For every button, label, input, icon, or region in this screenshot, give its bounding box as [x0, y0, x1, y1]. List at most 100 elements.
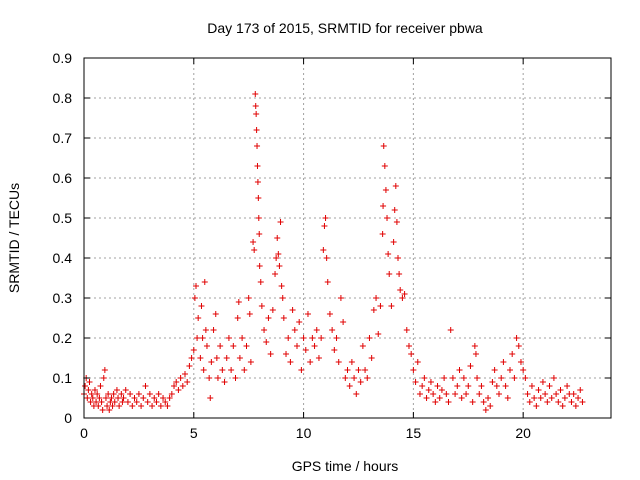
data-point [320, 247, 327, 253]
data-point [160, 395, 167, 401]
data-point [280, 315, 287, 321]
data-point [287, 359, 294, 365]
data-point [456, 367, 463, 373]
data-point [190, 347, 197, 353]
data-point [452, 391, 459, 397]
data-point [311, 343, 318, 349]
data-point [353, 391, 360, 397]
data-point [243, 343, 250, 349]
data-point [272, 271, 279, 277]
data-point [267, 351, 274, 357]
data-point [355, 367, 362, 373]
data-point [146, 391, 153, 397]
data-point [357, 379, 364, 385]
y-tick-labels: 0 0.1 0.2 0.3 0.4 0.5 0.6 0.7 0.8 0.9 [53, 50, 73, 426]
data-point [269, 307, 276, 313]
data-point [274, 235, 281, 241]
data-point [217, 343, 224, 349]
data-point [179, 383, 186, 389]
data-point [263, 339, 270, 345]
data-point [313, 327, 320, 333]
data-point [388, 303, 395, 309]
data-point [253, 127, 260, 133]
data-point [537, 395, 544, 401]
data-point [517, 359, 524, 365]
data-point [405, 343, 412, 349]
data-point [465, 383, 472, 389]
data-point [157, 403, 164, 409]
data-point [258, 303, 265, 309]
data-point [401, 291, 408, 297]
data-point [109, 403, 116, 409]
data-point [293, 343, 300, 349]
data-point [533, 403, 540, 409]
data-point [460, 375, 467, 381]
x-tick-label: 5 [190, 425, 198, 441]
data-point [192, 283, 199, 289]
data-point [550, 375, 557, 381]
data-point [100, 375, 107, 381]
data-point [89, 395, 96, 401]
data-point [116, 403, 123, 409]
data-point [579, 399, 586, 405]
data-point [471, 343, 478, 349]
data-point [195, 315, 202, 321]
data-point [247, 359, 254, 365]
data-point [458, 395, 465, 401]
data-point [197, 355, 204, 361]
data-point [94, 391, 101, 397]
y-tick-label: 0.8 [53, 90, 73, 106]
data-point [131, 395, 138, 401]
data-point [408, 351, 415, 357]
data-point [283, 351, 290, 357]
data-point [119, 399, 126, 405]
data-point [315, 355, 322, 361]
data-point [472, 351, 479, 357]
data-point [166, 395, 173, 401]
data-point [482, 407, 489, 413]
data-point [513, 335, 520, 341]
x-tick-label: 0 [80, 425, 88, 441]
data-point [202, 327, 209, 333]
data-point [110, 391, 117, 397]
data-point [250, 239, 257, 245]
data-point [323, 255, 330, 261]
data-point [373, 295, 380, 301]
data-point [251, 247, 258, 253]
data-point [391, 207, 398, 213]
data-point [171, 383, 178, 389]
data-point [253, 111, 260, 117]
data-point [454, 383, 461, 389]
data-point [441, 375, 448, 381]
data-point [546, 383, 553, 389]
data-point [82, 383, 89, 389]
data-point [364, 375, 371, 381]
data-point [182, 371, 189, 377]
data-point [421, 375, 428, 381]
data-point [368, 355, 375, 361]
data-point [245, 295, 252, 301]
data-point [390, 239, 397, 245]
data-point [542, 391, 549, 397]
data-point [207, 395, 214, 401]
data-point [277, 219, 284, 225]
data-point [500, 359, 507, 365]
data-point [214, 375, 221, 381]
data-point [570, 391, 577, 397]
data-point [87, 399, 94, 405]
data-point [509, 351, 516, 357]
data-point [228, 367, 235, 373]
y-tick-label: 0 [64, 410, 72, 426]
data-point [414, 359, 421, 365]
data-point [208, 359, 215, 365]
data-point [467, 363, 474, 369]
data-point [252, 103, 259, 109]
x-axis-label: GPS time / hours [292, 458, 399, 474]
data-point [515, 343, 522, 349]
data-point [344, 367, 351, 373]
data-point [399, 295, 406, 301]
data-point [489, 379, 496, 385]
data-point [485, 395, 492, 401]
data-point [256, 263, 263, 269]
data-point [463, 391, 470, 397]
